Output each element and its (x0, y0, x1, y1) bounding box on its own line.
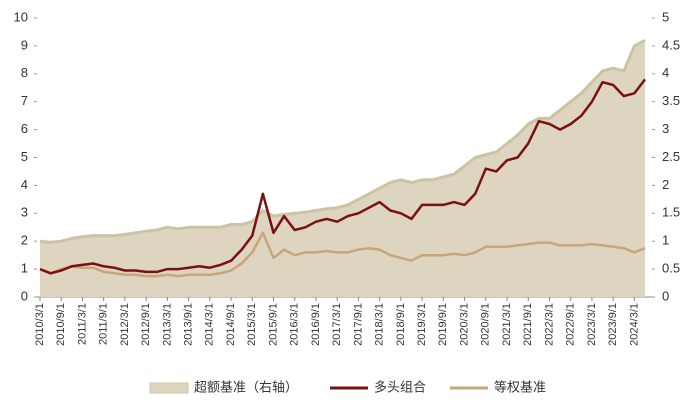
y-tick-label: 7 (21, 93, 28, 108)
y2-tick-label: 3 (662, 121, 669, 136)
x-tick-label: 2023/9/1 (607, 303, 619, 346)
x-tick-label: 2013/3/1 (161, 303, 173, 346)
y2-tick-label: 4.5 (662, 37, 680, 52)
legend-label: 超额基准（右轴） (194, 379, 298, 394)
y2-tick-label: 4 (662, 65, 669, 80)
y2-tick-label: 0 (662, 288, 669, 303)
x-tick-label: 2015/3/1 (246, 303, 258, 346)
y-tick-label: 2 (21, 233, 28, 248)
area-edge (39, 38, 646, 244)
y2-tick-label: 2.5 (662, 149, 680, 164)
x-tick-label: 2021/9/1 (522, 303, 534, 346)
y2-tick-label: 1.5 (662, 205, 680, 220)
x-tick-label: 2016/9/1 (310, 303, 322, 346)
x-tick-label: 2023/3/1 (586, 303, 598, 346)
series-line (39, 231, 646, 278)
x-tick-label: 2011/3/1 (76, 303, 88, 345)
x-tick-label: 2010/3/1 (34, 303, 46, 346)
x-tick-label: 2018/9/1 (395, 303, 407, 346)
legend-label: 多头组合 (374, 379, 426, 394)
y-tick-label: 6 (21, 121, 28, 136)
x-tick-label: 2018/3/1 (374, 303, 386, 346)
x-tick-label: 2020/3/1 (458, 303, 470, 346)
y2-tick-label: 1 (662, 233, 669, 248)
y2-tick-label: 3.5 (662, 93, 680, 108)
x-tick-label: 2012/3/1 (119, 303, 131, 346)
x-tick-label: 2019/9/1 (437, 303, 449, 346)
x-tick-label: 2020/9/1 (480, 303, 492, 346)
legend-label: 等权基准 (494, 379, 546, 394)
x-tick-label: 2016/3/1 (289, 303, 301, 346)
x-tick-label: 2014/3/1 (204, 303, 216, 346)
y-tick-label: 1 (21, 261, 28, 276)
y-tick-label: 5 (21, 149, 28, 164)
x-tick-label: 2022/9/1 (565, 303, 577, 346)
y2-tick-label: 2 (662, 177, 669, 192)
y2-tick-label: 0.5 (662, 261, 680, 276)
area-fill (40, 40, 645, 297)
y-tick-label: 10 (14, 9, 28, 24)
x-tick-label: 2015/9/1 (267, 303, 279, 346)
x-tick-label: 2013/9/1 (183, 303, 195, 346)
y2-tick-label: 5 (662, 9, 669, 24)
legend-swatch (149, 382, 189, 394)
y-tick-label: 0 (21, 288, 28, 303)
y-tick-label: 9 (21, 37, 28, 52)
x-tick-label: 2021/3/1 (501, 303, 513, 346)
x-tick-label: 2012/9/1 (140, 303, 152, 346)
x-tick-label: 2017/9/1 (352, 303, 364, 346)
series-line (39, 78, 646, 275)
x-tick-label: 2010/9/1 (55, 303, 67, 346)
x-tick-label: 2024/3/1 (628, 303, 640, 346)
x-tick-label: 2017/3/1 (331, 303, 343, 346)
x-tick-label: 2022/3/1 (543, 303, 555, 346)
y-tick-label: 3 (21, 205, 28, 220)
x-tick-label: 2019/3/1 (416, 303, 428, 346)
x-tick-label: 2014/9/1 (225, 303, 237, 346)
y-tick-label: 4 (21, 177, 28, 192)
y-tick-label: 8 (21, 65, 28, 80)
x-tick-label: 2011/9/1 (98, 303, 110, 345)
